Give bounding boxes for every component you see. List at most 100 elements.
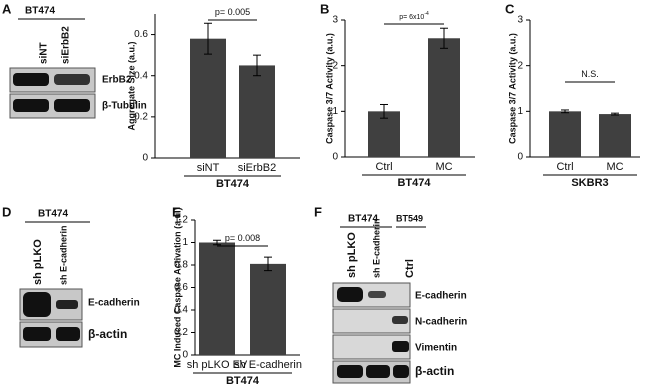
- blot-group: BT474: [348, 214, 378, 225]
- y-axis-label: MC Induced Caspase Activation (a.u.): [172, 207, 182, 367]
- band: [56, 300, 78, 309]
- band: [368, 291, 386, 298]
- band-label: E-cadherin: [415, 291, 467, 302]
- annotation: N.S.: [581, 69, 599, 79]
- y-tick-label: 0.2: [174, 327, 188, 338]
- y-tick-label: 3: [332, 15, 338, 26]
- band: [23, 327, 51, 341]
- bar: [368, 111, 400, 157]
- group-label: BT474: [397, 177, 431, 189]
- bar: [190, 38, 226, 158]
- error-bar: [561, 109, 569, 114]
- lane-label: sh pLKO: [32, 239, 44, 285]
- x-tick-label: Ctrl: [556, 161, 573, 173]
- annotation-text: p= 6x10: [399, 14, 424, 21]
- y-axis-label: Caspase 3/7 Activity (a.u.): [507, 33, 517, 144]
- band-label: N-cadherin: [415, 317, 467, 328]
- band-label: β-actin: [415, 364, 454, 378]
- band: [337, 365, 363, 378]
- band: [13, 73, 49, 86]
- lane-label: siNT: [39, 42, 50, 64]
- y-tick-label: 0.6: [134, 29, 148, 40]
- error-bar: [264, 256, 272, 272]
- y-tick-label: 3: [517, 15, 523, 26]
- blot-group: BT474: [38, 209, 68, 220]
- band-label: β-actin: [88, 327, 127, 341]
- panel-letter: D: [2, 204, 11, 219]
- y-tick-label: 0.4: [174, 305, 188, 316]
- y-axis-label: Caspase 3/7 Activity (a.u.): [324, 33, 334, 144]
- panel-letter: B: [320, 1, 329, 16]
- blot-group: BT549: [396, 213, 423, 223]
- band: [392, 316, 408, 324]
- blot-a: BT474 siNT siErbB2 ErbB2 β-Tubulin: [9, 6, 147, 119]
- band: [54, 99, 90, 112]
- bar: [199, 242, 235, 355]
- y-tick-label: 0: [517, 152, 523, 163]
- y-tick-label: 0: [182, 350, 188, 361]
- y-tick-label: 2: [517, 60, 523, 71]
- y-tick-label: 0.4: [134, 70, 148, 81]
- band: [56, 327, 80, 341]
- error-bar: [611, 112, 619, 116]
- y-tick-label: 1: [182, 237, 188, 248]
- annotation-text: N.S.: [581, 69, 599, 79]
- blot-group: BT474: [25, 6, 55, 17]
- annotation: p= 6x10-4: [399, 11, 429, 21]
- x-tick-label: sh E-cadherin: [234, 359, 302, 371]
- lane-label: sh E-cadherin: [58, 225, 68, 285]
- panel-letter: C: [505, 1, 515, 16]
- x-tick-label: MC: [606, 161, 623, 173]
- band: [366, 365, 390, 378]
- annotation-text: p= 0.008: [225, 233, 260, 243]
- bar: [250, 263, 286, 355]
- y-tick-label: 0.8: [174, 260, 188, 271]
- annotation-text: p= 0.005: [215, 7, 250, 17]
- y-tick-label: 0.6: [174, 282, 188, 293]
- x-tick-label: Ctrl: [375, 161, 392, 173]
- blot-strip: [332, 334, 411, 360]
- error-bar: [253, 54, 261, 77]
- bar: [599, 114, 631, 157]
- band-label: E-cadherin: [88, 298, 140, 309]
- lane-label: sh E-cadherin: [371, 218, 381, 278]
- group-label: SKBR3: [571, 177, 608, 189]
- x-tick-label: siErbB2: [238, 162, 277, 174]
- band: [337, 287, 363, 302]
- group-label: BT474: [216, 178, 250, 190]
- error-bar: [213, 239, 221, 246]
- y-tick-label: 1.2: [174, 215, 188, 226]
- x-tick-label: siNT: [197, 162, 220, 174]
- annotation: p= 0.008: [225, 233, 260, 243]
- group-label: BT474: [226, 375, 260, 387]
- x-tick-label: MC: [435, 161, 452, 173]
- y-tick-label: 1: [517, 106, 523, 117]
- band: [393, 365, 409, 378]
- bar: [549, 111, 581, 157]
- y-tick-label: 0: [142, 153, 148, 164]
- band: [54, 74, 90, 85]
- band-label: Vimentin: [415, 343, 457, 354]
- band: [23, 292, 51, 317]
- y-tick-label: 0.2: [134, 111, 148, 122]
- panel-letter: A: [2, 1, 12, 16]
- error-bar: [440, 27, 448, 49]
- band-label: ErbB2: [102, 75, 132, 86]
- blot-f: BT474 BT549 sh pLKO sh E-cadherin Ctrl E…: [332, 213, 467, 384]
- lane-label: sh pLKO: [346, 232, 358, 278]
- band-label: β-Tubulin: [102, 101, 147, 112]
- annotation-superscript: -4: [424, 11, 429, 17]
- y-tick-label: 2: [332, 60, 338, 71]
- band: [13, 99, 49, 112]
- panel-letter: F: [314, 204, 322, 219]
- y-tick-label: 0: [332, 152, 338, 163]
- blot-d: BT474 sh pLKO sh E-cadherin E-cadherin β…: [19, 209, 140, 348]
- y-axis-label: Aggregate Size (a.u.): [126, 41, 136, 130]
- band: [392, 341, 409, 352]
- error-bar: [204, 22, 212, 55]
- lane-label: Ctrl: [404, 259, 416, 278]
- annotation: p= 0.005: [215, 7, 250, 17]
- lane-label: siErbB2: [61, 26, 72, 64]
- bar: [428, 38, 460, 158]
